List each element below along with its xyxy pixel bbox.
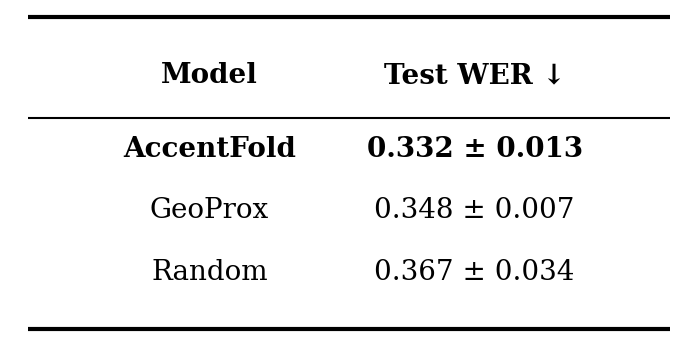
Text: Test WER ↓: Test WER ↓ [384,62,565,89]
Text: GeoProx: GeoProx [150,198,269,224]
Text: 0.367 ± 0.034: 0.367 ± 0.034 [374,259,575,286]
Text: AccentFold: AccentFold [123,136,296,163]
Text: Model: Model [161,62,258,89]
Text: 0.348 ± 0.007: 0.348 ± 0.007 [374,198,575,224]
Text: 0.332 ± 0.013: 0.332 ± 0.013 [366,136,583,163]
Text: Random: Random [151,259,268,286]
